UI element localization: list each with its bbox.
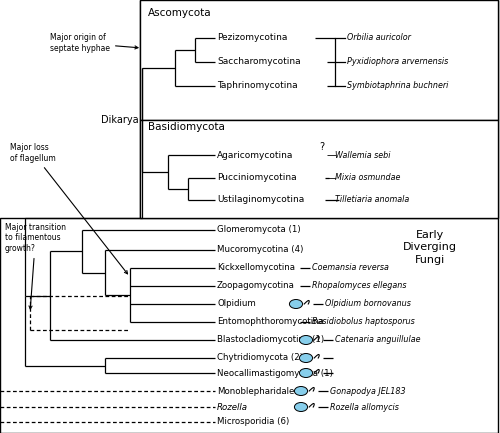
Text: Rhopalomyces ellegans: Rhopalomyces ellegans xyxy=(312,281,406,291)
Text: Dikarya: Dikarya xyxy=(102,115,139,125)
Text: Symbiotaphrina buchneri: Symbiotaphrina buchneri xyxy=(347,81,448,90)
Ellipse shape xyxy=(300,353,312,362)
Text: Ustilaginomycotina: Ustilaginomycotina xyxy=(217,196,304,204)
Text: Gonapodya JEL183: Gonapodya JEL183 xyxy=(330,387,406,395)
Text: Chytridiomycota (2): Chytridiomycota (2) xyxy=(217,353,303,362)
Text: Major transition
to filamentous
growth?: Major transition to filamentous growth? xyxy=(5,223,66,309)
Text: Rozella allomycis: Rozella allomycis xyxy=(330,403,399,411)
Text: Saccharomycotina: Saccharomycotina xyxy=(217,58,300,67)
Text: Zoopagomycotina: Zoopagomycotina xyxy=(217,281,295,291)
Text: Early
Diverging
Fungi: Early Diverging Fungi xyxy=(403,230,457,265)
Text: Glomeromycota (1): Glomeromycota (1) xyxy=(217,226,300,235)
Text: Neocallimastigomycota (1): Neocallimastigomycota (1) xyxy=(217,368,333,378)
Text: Microsporidia (6): Microsporidia (6) xyxy=(217,417,289,427)
Text: Olpidium: Olpidium xyxy=(217,300,256,308)
Bar xyxy=(0,218,498,433)
Text: Blastocladiomycotina (1): Blastocladiomycotina (1) xyxy=(217,336,324,345)
Text: Tilletiaria anomala: Tilletiaria anomala xyxy=(335,196,409,204)
Text: Monoblepharidales: Monoblepharidales xyxy=(217,387,299,395)
Text: Mixia osmundae: Mixia osmundae xyxy=(335,174,400,182)
Text: Rozella: Rozella xyxy=(217,403,248,411)
Text: Taphrinomycotina: Taphrinomycotina xyxy=(217,81,298,90)
Text: Entomophthoromycotina: Entomophthoromycotina xyxy=(217,317,324,326)
Bar xyxy=(140,120,498,218)
Text: Pyxidiophora arvernensis: Pyxidiophora arvernensis xyxy=(347,58,448,67)
Text: —: — xyxy=(327,173,337,183)
Bar xyxy=(140,0,498,218)
Text: Pezizomycotina: Pezizomycotina xyxy=(217,33,288,42)
Text: Ascomycota: Ascomycota xyxy=(148,8,212,18)
Text: Catenaria anguillulae: Catenaria anguillulae xyxy=(335,336,420,345)
Text: Major loss
of flagellum: Major loss of flagellum xyxy=(10,143,128,274)
Ellipse shape xyxy=(294,403,308,411)
Text: Major origin of
septate hyphae: Major origin of septate hyphae xyxy=(50,33,138,53)
Text: Basidiobolus haptosporus: Basidiobolus haptosporus xyxy=(312,317,415,326)
Text: Pucciniomycotina: Pucciniomycotina xyxy=(217,174,296,182)
Ellipse shape xyxy=(300,336,312,345)
Ellipse shape xyxy=(300,368,312,378)
Text: Agaricomycotina: Agaricomycotina xyxy=(217,151,294,159)
Text: —: — xyxy=(327,195,337,205)
Text: Olpidium bornovanus: Olpidium bornovanus xyxy=(325,300,411,308)
Ellipse shape xyxy=(294,387,308,395)
Text: —: — xyxy=(327,150,337,160)
Text: Orbilia auricolor: Orbilia auricolor xyxy=(347,33,411,42)
Text: Wallemia sebi: Wallemia sebi xyxy=(335,151,390,159)
Text: ?: ? xyxy=(319,142,324,152)
Bar xyxy=(140,0,498,120)
Text: Mucoromycotina (4): Mucoromycotina (4) xyxy=(217,246,304,255)
Ellipse shape xyxy=(290,300,302,308)
Text: Basidiomycota: Basidiomycota xyxy=(148,122,225,132)
Text: Kickxellomycotina: Kickxellomycotina xyxy=(217,264,295,272)
Text: Coemansia reversa: Coemansia reversa xyxy=(312,264,389,272)
